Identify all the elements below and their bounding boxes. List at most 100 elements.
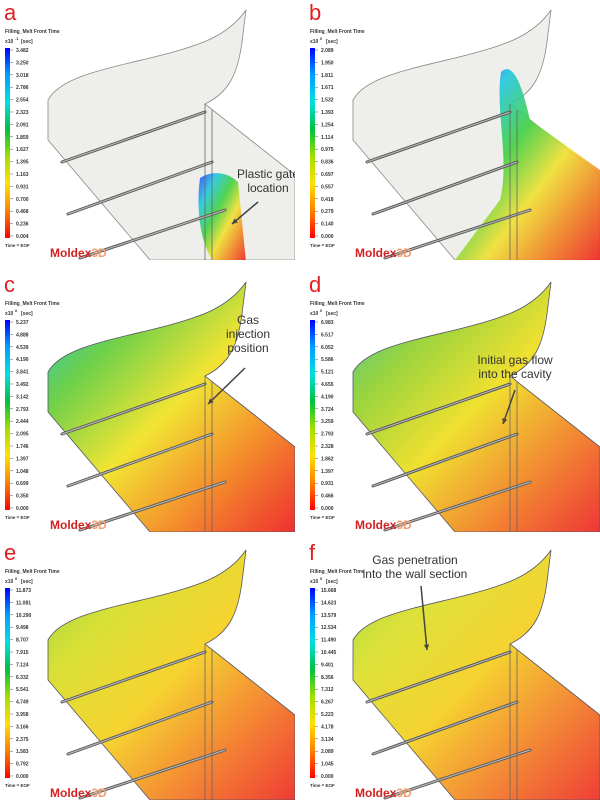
scale-unit: [sec] xyxy=(326,311,338,317)
logo-3d: 3D xyxy=(91,786,107,800)
legend-tick-label: 14.623 xyxy=(321,600,337,606)
rib xyxy=(61,383,206,435)
panel-letter: d xyxy=(309,272,321,297)
legend-tick-label: 2.444 xyxy=(16,419,29,425)
rib xyxy=(67,701,213,755)
color-legend xyxy=(5,588,10,778)
scale-exponent: 0 xyxy=(15,576,18,581)
annotation-arrow xyxy=(231,201,259,225)
legend-tick-label: 0.000 xyxy=(321,774,334,780)
logo: Moldex3D xyxy=(355,786,412,800)
legend-tick-label: 4.190 xyxy=(321,394,334,400)
legend-tick-label: 3.259 xyxy=(321,419,334,425)
legend-tick-label: 3.018 xyxy=(16,73,29,79)
rib xyxy=(384,209,531,259)
legend-tick-label: 3.958 xyxy=(16,712,29,718)
logo-main: Moldex xyxy=(50,518,92,532)
arrow-head xyxy=(502,418,508,424)
footer: Time = EOF xyxy=(5,783,30,788)
legend-tick-label: 9.498 xyxy=(16,625,29,631)
scale-exponent: 0 xyxy=(320,36,323,41)
arrow-head xyxy=(232,218,238,224)
legend-tick-label: 0.000 xyxy=(16,506,29,512)
legend-tick-label: 1.254 xyxy=(321,122,334,128)
legend-tick-label: 0.000 xyxy=(321,234,334,240)
legend-tick-label: 1.163 xyxy=(16,172,29,178)
legend-tick-label: 3.166 xyxy=(16,724,29,730)
color-legend xyxy=(5,320,10,510)
legend-tick-label: 1.114 xyxy=(321,135,333,141)
legend-tick-label: 0.000 xyxy=(16,774,29,780)
scale-base: x10 xyxy=(5,579,14,585)
legend-tick-label: 0.236 xyxy=(16,222,29,228)
annotation: injection xyxy=(226,327,270,341)
legend-tick-label: 7.124 xyxy=(16,662,29,668)
legend-tick-label: 0.931 xyxy=(16,184,29,190)
panel: a Filling_Melt Front Time x10-1[sec] 3.482 3… xyxy=(4,0,295,260)
part-body xyxy=(47,9,295,260)
scale-exponent: 0 xyxy=(320,576,323,581)
legend-tick-label: 1.395 xyxy=(16,160,29,166)
legend-tick-label: 1.048 xyxy=(16,469,29,475)
rib xyxy=(79,209,226,259)
logo-main: Moldex xyxy=(355,786,397,800)
footer: Time = EOF xyxy=(310,783,335,788)
color-legend xyxy=(310,588,315,778)
legend-tick-label: 3.250 xyxy=(16,60,29,66)
legend-tick-label: 6.267 xyxy=(321,700,334,706)
scale-base: x10 xyxy=(310,311,319,317)
legend-tick-label: 1.859 xyxy=(16,135,29,141)
logo: Moldex3D xyxy=(50,246,107,260)
legend-tick-label: 2.786 xyxy=(16,85,29,91)
legend-tick-label: 1.811 xyxy=(321,73,333,79)
annotation: Plastic gate xyxy=(237,167,295,181)
legend-tick-label: 11.490 xyxy=(321,638,336,644)
annotation: position xyxy=(227,341,268,355)
footer: Time = EOF xyxy=(310,243,335,248)
legend-tick-label: 1.393 xyxy=(321,110,334,116)
rib xyxy=(366,111,511,163)
legend-header: Filling_Melt Front Time xyxy=(310,301,365,307)
panel-letter: b xyxy=(309,0,321,25)
legend-tick-label: 5.586 xyxy=(321,357,334,363)
annotation-arrow xyxy=(502,389,516,425)
part-body xyxy=(352,281,600,532)
legend-tick-label: 9.401 xyxy=(321,662,334,668)
annotation-arrow xyxy=(420,585,428,651)
legend-tick-label: 1.950 xyxy=(321,60,334,66)
legend-tick-label: 0.697 xyxy=(321,172,334,178)
legend-tick-label: 2.091 xyxy=(16,122,29,128)
legend-tick-label: 0.468 xyxy=(16,209,29,215)
rib xyxy=(366,383,511,435)
rib xyxy=(372,701,518,755)
legend-tick-label: 0.557 xyxy=(321,184,334,190)
rib xyxy=(79,749,226,799)
legend-tick-label: 1.583 xyxy=(16,749,29,755)
footer: Time = EOF xyxy=(5,243,30,248)
legend-header: Filling_Melt Front Time xyxy=(310,29,365,35)
panel-letter: e xyxy=(4,540,16,565)
legend-tick-label: 3.841 xyxy=(16,370,29,376)
melt-front xyxy=(198,173,246,260)
legend-tick-label: 2.328 xyxy=(321,444,334,450)
rib xyxy=(67,161,213,215)
legend-tick-label: 2.095 xyxy=(16,432,29,438)
legend-tick-label: 2.554 xyxy=(16,98,29,104)
legend-tick-label: 0.004 xyxy=(16,234,29,240)
legend-tick-label: 5.541 xyxy=(16,687,29,693)
legend-tick-label: 1.746 xyxy=(16,444,29,450)
legend-tick-label: 2.375 xyxy=(16,737,29,743)
legend-header: Filling_Melt Front Time xyxy=(5,569,60,575)
rib xyxy=(67,433,213,487)
legend-tick-label: 1.397 xyxy=(321,469,334,475)
logo: Moldex3D xyxy=(355,246,412,260)
rib xyxy=(61,111,206,163)
legend-tick-label: 4.539 xyxy=(16,345,29,351)
legend-tick-label: 10.290 xyxy=(16,613,32,619)
color-legend xyxy=(310,320,315,510)
legend-tick-label: 2.793 xyxy=(321,432,334,438)
legend-tick-label: 4.178 xyxy=(321,724,334,730)
annotation: into the wall section xyxy=(363,567,468,581)
